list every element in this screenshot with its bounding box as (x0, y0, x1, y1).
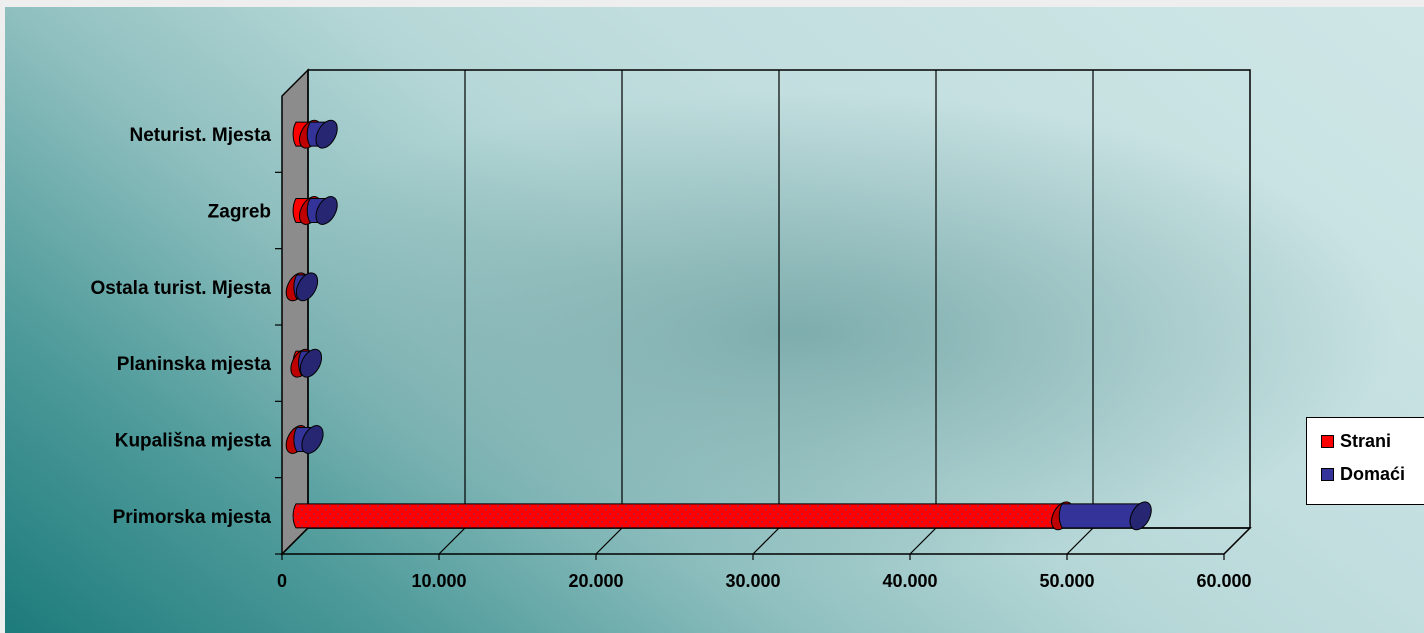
plot-walls (280, 68, 1252, 556)
bar-texture (293, 503, 1066, 528)
bar-cap (315, 119, 338, 149)
bars (285, 119, 1152, 531)
category-label: Ostala turist. Mjesta (90, 278, 271, 299)
floor-gridline (752, 527, 780, 555)
bar-cap (315, 196, 338, 225)
category-label: Planinska mjesta (117, 354, 272, 375)
legend-swatch-domaci (1321, 467, 1334, 481)
bar-cap (295, 272, 319, 302)
bar-cap (299, 348, 323, 378)
floor-gridline (1223, 527, 1251, 555)
x-tick-label: 30.000 (725, 571, 780, 591)
legend-label-domaci: Domaći (1340, 463, 1406, 484)
x-tick-label: 60.000 (1196, 571, 1251, 591)
x-tick-label: 20.000 (568, 571, 623, 591)
category-labels: Primorska mjesta Kupališna mjesta Planinsk… (90, 125, 271, 528)
x-tick-label: 10.000 (411, 571, 466, 591)
category-label: Kupališna mjesta (115, 431, 272, 452)
floor-gridline (595, 527, 623, 555)
x-tick-label: 0 (277, 571, 287, 591)
x-tick-label: 40.000 (882, 571, 937, 591)
category-label: Neturist. Mjesta (130, 125, 272, 146)
x-tick-labels: 0 10.000 20.000 30.000 40.000 50.000 60.000 (277, 571, 1252, 591)
legend-item-strani: Strani (1321, 430, 1391, 452)
bar-cap (1129, 501, 1152, 531)
floor-gridline (1066, 527, 1094, 555)
bar-cap (301, 425, 324, 454)
category-label: Zagreb (208, 202, 271, 223)
legend-label-strani: Strani (1340, 430, 1392, 451)
floor-gridline (438, 527, 466, 555)
gridlines (275, 70, 1251, 560)
category-label: Primorska mjesta (113, 507, 272, 528)
floor-gridline (909, 527, 937, 555)
legend: Strani Domaći (1306, 417, 1424, 505)
legend-item-domaci: Domaći (1321, 463, 1405, 485)
legend-swatch-strani (1321, 434, 1334, 448)
x-tick-label: 50.000 (1039, 571, 1094, 591)
